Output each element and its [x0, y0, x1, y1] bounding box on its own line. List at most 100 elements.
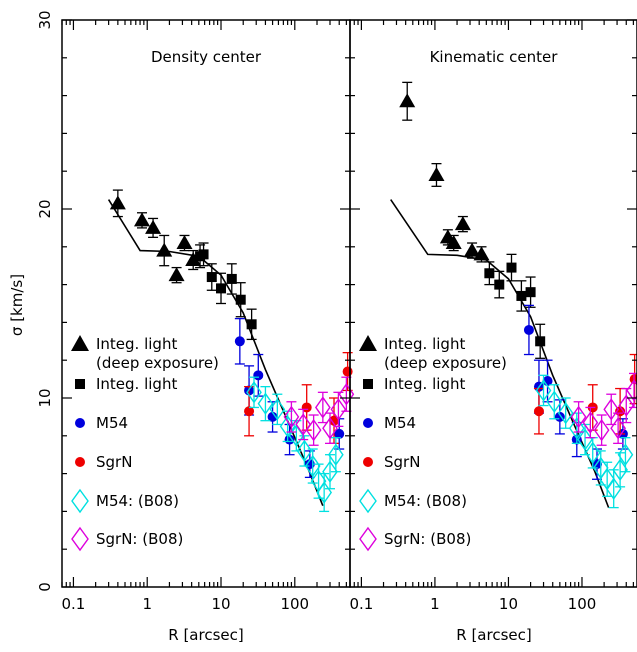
x-tick-label: 10 [211, 595, 230, 613]
error-bar [549, 384, 560, 420]
data-point [234, 336, 245, 347]
data-point [322, 417, 338, 440]
data-point [484, 268, 495, 279]
data-point [198, 249, 209, 260]
legend-marker [363, 457, 373, 467]
legend-label: SgrN: (B08) [384, 530, 471, 548]
data-point [329, 415, 340, 426]
data-point [327, 443, 344, 466]
data-point [546, 390, 563, 414]
error-bar [330, 437, 341, 473]
legend-label: M54 [96, 414, 128, 432]
data-point [156, 242, 173, 257]
legend-label: SgrN: (B08) [96, 530, 183, 548]
data-point [206, 272, 217, 283]
legend-label: SgrN [384, 453, 420, 471]
data-point [464, 242, 481, 257]
left-panel-title: Density center [151, 48, 262, 66]
x-tick-label: 1 [430, 595, 440, 613]
data-point [244, 406, 255, 417]
legend-label: Integ. light [384, 335, 465, 353]
legend-marker [363, 418, 373, 428]
data-point [617, 443, 634, 466]
data-point [494, 279, 505, 290]
data-point [216, 283, 227, 294]
data-point [557, 401, 574, 425]
data-point [235, 294, 246, 305]
error-bar [313, 463, 324, 499]
data-point [603, 398, 620, 421]
data-point [618, 394, 635, 417]
series-4 [246, 376, 344, 513]
data-point [605, 477, 622, 500]
data-point [570, 405, 587, 429]
panel-density-center: Density center Integ. light(deep exposur… [36, 10, 355, 613]
data-point [330, 398, 347, 421]
legend-marker [75, 418, 85, 428]
data-point [610, 417, 626, 440]
right-panel-title: Kinematic center [430, 48, 559, 66]
data-point [257, 392, 274, 415]
data-point [523, 324, 534, 335]
data-point [535, 336, 546, 347]
series-5 [570, 372, 637, 446]
data-point [584, 441, 601, 465]
x-tick-label: 100 [568, 595, 597, 613]
x-tick-label: 10 [499, 595, 518, 613]
y-tick-label: 0 [36, 582, 54, 592]
data-point [516, 290, 527, 301]
x-tick-label: 1 [142, 595, 152, 613]
legend-marker [71, 526, 89, 552]
y-tick-label: 10 [36, 388, 54, 407]
data-point [445, 235, 462, 250]
legend-label: M54: (B08) [384, 492, 467, 510]
legend-label: M54 [384, 414, 416, 432]
data-point [428, 166, 445, 181]
data-point [269, 398, 286, 421]
data-point [454, 216, 471, 231]
legend-marker [75, 379, 85, 389]
data-point [134, 212, 151, 227]
data-point [338, 382, 355, 406]
legend-marker [71, 488, 89, 514]
error-bar [621, 387, 632, 424]
series-1 [195, 242, 257, 341]
series-0 [399, 81, 490, 263]
data-point [279, 415, 296, 438]
error-bar [333, 391, 344, 428]
legend-marker [363, 379, 373, 389]
right-data-points [399, 81, 637, 509]
legend-label: (deep exposure) [96, 354, 219, 372]
legend-label: (deep exposure) [384, 354, 507, 372]
data-point [399, 93, 416, 108]
left-legend: Integ. light(deep exposure)Integ. lightM… [71, 335, 219, 552]
error-bar [260, 386, 271, 422]
x-axis-label-right: R [arcsec] [456, 626, 531, 644]
data-point [342, 366, 353, 377]
data-point [473, 246, 490, 261]
data-point [304, 454, 321, 478]
left-data-points [109, 189, 355, 513]
error-bar [620, 437, 631, 473]
data-point [168, 267, 185, 282]
data-point [145, 219, 162, 234]
data-point [525, 287, 536, 298]
x-tick-label: 0.1 [349, 595, 373, 613]
data-point [506, 262, 517, 273]
data-point [334, 428, 345, 439]
x-tick-label: 0.1 [62, 595, 86, 613]
data-point [295, 413, 312, 436]
legend-label: Integ. light [96, 335, 177, 353]
data-point [305, 418, 322, 442]
legend-marker [359, 526, 377, 552]
data-point [577, 428, 593, 451]
legend-marker [71, 335, 89, 351]
y-axis-label: σ [km/s] [8, 274, 26, 336]
data-point [593, 418, 610, 442]
data-point [176, 235, 193, 250]
y-tick-label: 20 [36, 199, 54, 218]
series-0 [109, 189, 202, 284]
data-point [185, 252, 202, 267]
legend-marker [75, 457, 85, 467]
data-point [109, 195, 126, 210]
